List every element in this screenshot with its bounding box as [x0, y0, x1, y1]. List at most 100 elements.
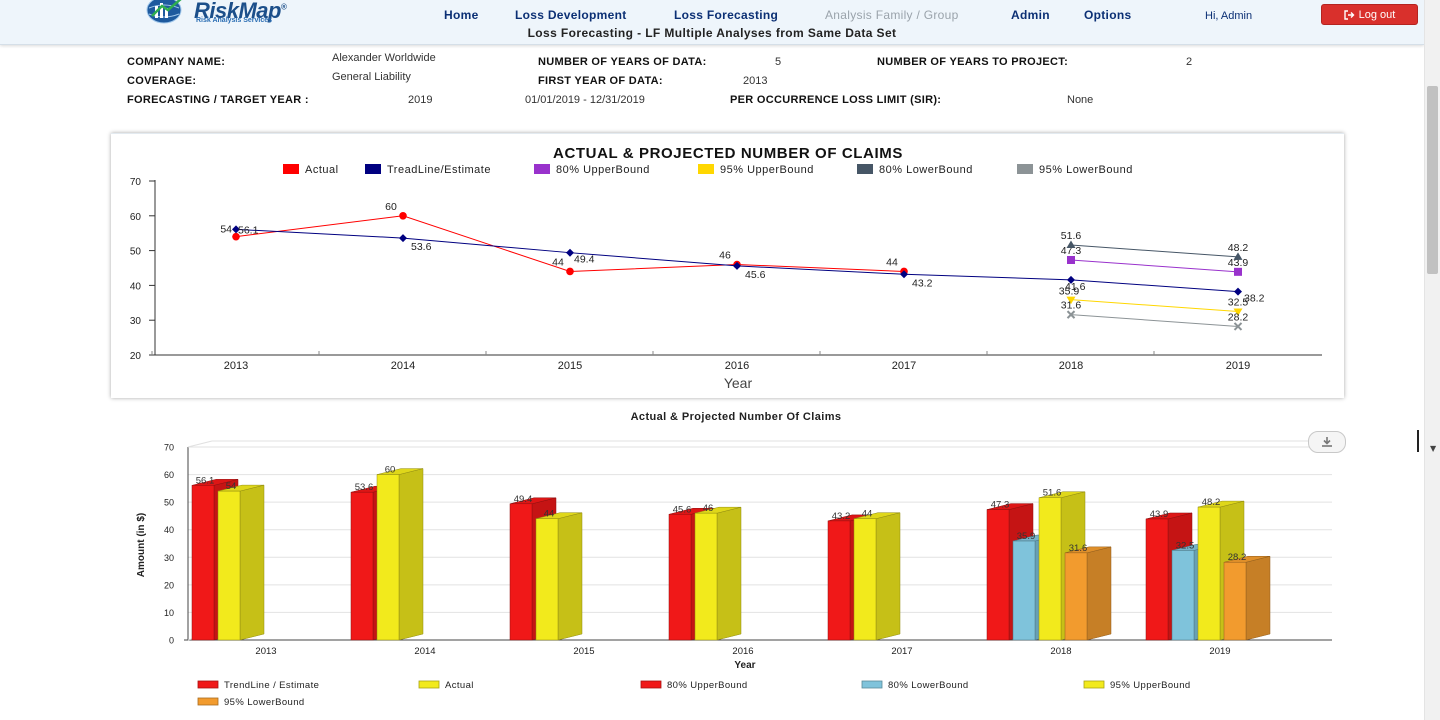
- bar-back-wall: [187, 440, 1332, 448]
- bar-legend-label-2: 80% UpperBound: [667, 680, 748, 691]
- scroll-down-arrow-icon[interactable]: ▼: [1430, 444, 1437, 453]
- brand-tagline: Risk Analysis Services: [196, 17, 273, 24]
- bar-1-2017-label: 44: [862, 509, 873, 520]
- bar-legend-swatch-2: [640, 680, 662, 689]
- legend-label-4: 80% LowerBound: [879, 164, 973, 176]
- marker-triangle-4-6: [1233, 252, 1243, 260]
- bar-legend-label-4: 95% UpperBound: [1110, 680, 1191, 691]
- page-title: Loss Forecasting - LF Multiple Analyses …: [527, 26, 897, 40]
- marker-diamond-1-5: [1067, 275, 1075, 284]
- bar-0-2017-label: 43.2: [832, 511, 851, 522]
- bar-4-2019: [1197, 506, 1221, 641]
- bar-legend-label-0: TrendLine / Estimate: [224, 680, 319, 691]
- bar-5-2018-side: [1086, 546, 1112, 641]
- series-line-0: [235, 215, 905, 272]
- legend-label-2: 80% UpperBound: [556, 164, 650, 176]
- riskmap-logo[interactable]: RiskMap® Risk Analysis Services: [140, 0, 310, 26]
- coverage-label: COVERAGE:: [127, 75, 197, 87]
- years-to-project-value: 2: [1186, 56, 1193, 68]
- bar-y-tick-0: 0: [169, 636, 174, 646]
- line-chart: ACTUAL & PROJECTED NUMBER OF CLAIMS Actua…: [130, 145, 1322, 391]
- nav-loss-forecasting[interactable]: Loss Forecasting: [674, 8, 779, 22]
- x-tick-label-2016: 2016: [725, 360, 749, 372]
- bar-y-axis-title: Amount (in $): [136, 513, 147, 577]
- nav-home[interactable]: Home: [444, 8, 479, 22]
- bar-legend-swatch-3: [861, 680, 883, 689]
- bar-y-tick-10: 10: [164, 608, 174, 618]
- company-name-value: Alexander Worldwide: [332, 52, 436, 64]
- nav-admin[interactable]: Admin: [1011, 8, 1050, 22]
- bar-4-2018-label: 51.6: [1043, 488, 1062, 499]
- bar-5-2019: [1223, 561, 1247, 641]
- coverage-value: General Liability: [332, 71, 411, 83]
- nav-loss-development[interactable]: Loss Development: [515, 8, 627, 22]
- bar-3-2019-label: 32.5: [1176, 540, 1195, 551]
- legend-label-1: TreadLine/Estimate: [387, 164, 491, 176]
- user-greeting: Hi, Admin: [1205, 10, 1253, 22]
- years-to-project-label: NUMBER OF YEARS TO PROJECT:: [877, 56, 1069, 68]
- page-scrollbar[interactable]: [1424, 0, 1440, 720]
- marker-square-2-6: [1234, 267, 1242, 276]
- nav-options[interactable]: Options: [1084, 8, 1132, 22]
- data-label-0-3: 46: [719, 250, 731, 262]
- data-label-1-1: 53.6: [411, 241, 432, 253]
- loss-limit-label: PER OCCURRENCE LOSS LIMIT (SIR):: [730, 94, 942, 106]
- bar-legend-swatch-4: [1083, 680, 1105, 689]
- scrollbar-thumb[interactable]: [1427, 86, 1438, 274]
- series-line-5: [1070, 314, 1239, 327]
- marker-diamond-1-2: [566, 248, 574, 257]
- bar-legend-label-1: Actual: [445, 680, 474, 691]
- bar-5-2019-label: 28.2: [1228, 552, 1247, 563]
- forecast-year-label: FORECASTING / TARGET YEAR :: [127, 94, 309, 106]
- bar-3-2018-label: 35.9: [1017, 531, 1036, 542]
- marker-triangle-down-3-6: [1233, 308, 1243, 316]
- legend-label-0: Actual: [305, 164, 339, 176]
- data-label-1-4: 43.2: [912, 277, 933, 289]
- marker-x-5-6: [1233, 322, 1243, 331]
- bar-x-tick-2016: 2016: [732, 646, 753, 657]
- x-tick-label-2015: 2015: [558, 360, 582, 372]
- bar-0-2018: [986, 509, 1010, 641]
- bar-0-2014-label: 53.6: [355, 482, 374, 493]
- bar-0-2016: [668, 514, 692, 641]
- nav-analysis-family-group: Analysis Family / Group: [825, 8, 959, 22]
- bar-0-2019: [1145, 518, 1169, 641]
- y-tick-label-60: 60: [130, 212, 142, 223]
- years-of-data-label: NUMBER OF YEARS OF DATA:: [538, 56, 707, 68]
- data-label-3-5: 35.9: [1059, 286, 1080, 298]
- legend-label-3: 95% UpperBound: [720, 164, 814, 176]
- bar-1-2013: [217, 490, 241, 641]
- bar-y-tick-70: 70: [164, 443, 174, 453]
- bar-1-2014-side: [398, 468, 424, 641]
- data-label-1-6: 38.2: [1244, 293, 1265, 305]
- marker-diamond-1-0: [232, 225, 240, 234]
- marker-diamond-1-6: [1234, 287, 1242, 296]
- data-label-3-6: 32.5: [1228, 297, 1249, 309]
- y-tick-label-50: 50: [130, 247, 142, 258]
- x-tick-label-2013: 2013: [224, 360, 248, 372]
- bar-0-2015: [509, 503, 533, 641]
- bar-y-tick-60: 60: [164, 470, 174, 480]
- y-tick-label-30: 30: [130, 316, 142, 327]
- data-label-0-0: 54: [220, 224, 232, 236]
- legend-swatch-0: [283, 164, 299, 174]
- logout-button[interactable]: Log out: [1321, 4, 1418, 25]
- chart-download-button[interactable]: [1308, 431, 1346, 453]
- bar-1-2013-label: 54: [226, 481, 237, 492]
- data-label-5-5: 31.6: [1061, 300, 1082, 312]
- bar-x-tick-2015: 2015: [573, 646, 594, 657]
- bar-5-2018-label: 31.6: [1069, 543, 1088, 554]
- series-line-2: [1070, 259, 1239, 273]
- data-label-0-4: 44: [886, 256, 898, 268]
- download-icon: [1322, 437, 1332, 447]
- marker-square-2-5: [1067, 255, 1075, 264]
- y-tick-label-70: 70: [130, 177, 142, 188]
- bar-legend-swatch-1: [418, 680, 440, 689]
- bar-x-axis-title: Year: [734, 660, 755, 671]
- bar-legend-label-3: 80% LowerBound: [888, 680, 969, 691]
- first-year-label: FIRST YEAR OF DATA:: [538, 75, 663, 87]
- bar-1-2015-side: [557, 512, 583, 641]
- data-label-2-5: 47.3: [1061, 245, 1082, 257]
- bar-legend-swatch-5: [197, 697, 219, 706]
- top-navigation-bar: RiskMap® Risk Analysis Services Home Los…: [0, 0, 1424, 45]
